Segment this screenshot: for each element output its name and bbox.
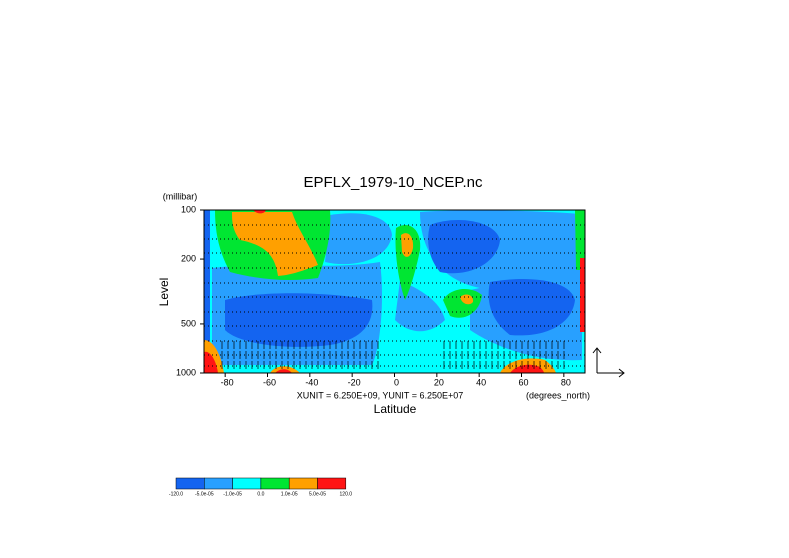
- y-tick-label: 500: [181, 318, 196, 328]
- x-tick-label: 80: [561, 377, 571, 387]
- colorbar-box: [317, 477, 347, 490]
- colorbar-label: -5.0e-05: [195, 491, 214, 497]
- x-tick-label: -20: [348, 377, 361, 387]
- y-tick-label: 100: [181, 204, 196, 214]
- vector-scale: XUNIT = 6.250E+09, YUNIT = 6.250E+07: [297, 390, 464, 400]
- x-tick-label: -60: [263, 377, 276, 387]
- contour-region: [204, 210, 210, 373]
- x-tick-label: 40: [476, 377, 486, 387]
- colorbar-box: [204, 477, 233, 490]
- contour-region: [510, 364, 544, 373]
- contour-region: [580, 258, 585, 332]
- contour-region: [488, 279, 575, 336]
- x-tick-label: 60: [518, 377, 528, 387]
- contour-region: [428, 220, 500, 274]
- x-axis-label: Latitude: [374, 402, 417, 416]
- colorbar-box: [260, 477, 290, 490]
- colorbar-label: 1.0e-05: [281, 491, 298, 497]
- contour-region: [253, 210, 266, 214]
- colorbar-box: [175, 477, 205, 490]
- contour-region: [325, 213, 392, 265]
- y-tick-label: 1000: [176, 367, 196, 377]
- contour-region: [460, 294, 474, 305]
- contour-region: [443, 288, 482, 318]
- contour-region: [204, 351, 218, 373]
- x-unit: (degrees_north): [526, 390, 590, 400]
- x-tick-label: -80: [221, 377, 234, 387]
- chart-title: EPFLX_1979-10_NCEP.nc: [303, 174, 483, 191]
- colorbar-box: [288, 477, 318, 490]
- x-tick-label: 0: [394, 377, 399, 387]
- contour-region: [225, 293, 373, 347]
- y-unit: (millibar): [163, 191, 198, 201]
- colorbar-label: 0.0: [257, 491, 264, 497]
- contour-region: [232, 212, 318, 276]
- colorbar-label: -1.0e-05: [223, 491, 242, 497]
- reference-vector: [592, 347, 625, 378]
- y-axis-label: Level: [157, 278, 171, 307]
- colorbar-label: 5.0e-05: [309, 491, 326, 497]
- colorbar-label: 120.0: [340, 491, 353, 497]
- plot-area: [203, 209, 586, 374]
- contour-region: [575, 210, 585, 270]
- colorbar-label: -120.0: [169, 491, 183, 497]
- x-tick-label: -40: [305, 377, 318, 387]
- contour-region: [275, 369, 292, 373]
- x-tick-label: 20: [434, 377, 444, 387]
- y-tick-label: 200: [181, 253, 196, 263]
- colorbar-box: [232, 477, 262, 490]
